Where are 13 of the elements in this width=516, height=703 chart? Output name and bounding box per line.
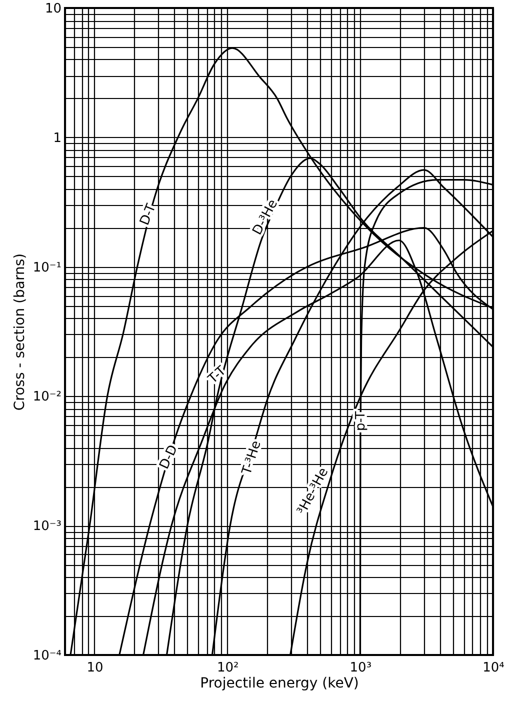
y-tick-label: 10⁻³	[32, 519, 62, 534]
x-tick-label: 10²	[216, 660, 239, 676]
y-tick-label: 10	[44, 2, 62, 16]
y-tick-label: 10⁻⁴	[32, 648, 62, 664]
y-tick-label: 10⁻²	[32, 390, 62, 405]
x-tick-label: 10⁴	[482, 660, 504, 676]
x-axis-title: Projectile energy (keV)	[200, 676, 359, 692]
y-tick-label: 1	[53, 130, 62, 146]
y-tick-label: 10⁻¹	[32, 260, 62, 276]
y-axis-title: Cross - section (barns)	[12, 253, 28, 411]
text: T-³He	[239, 439, 264, 478]
x-tick-label: 10	[86, 660, 104, 676]
x-tick-label: 10³	[350, 660, 372, 676]
